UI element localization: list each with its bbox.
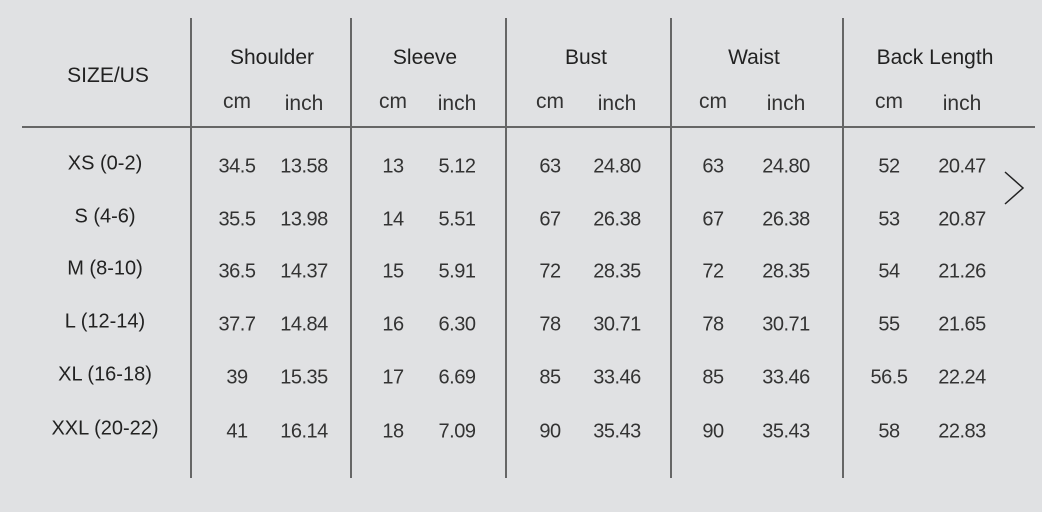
column-header-sleeve: Sleeve: [392, 46, 458, 69]
column-header-shoulder: Shoulder: [229, 46, 315, 69]
table-cell-bust-cm: 72: [539, 260, 561, 283]
table-cell-bust-inch: 28.35: [593, 260, 641, 283]
table-cell-back-length-cm: 54: [878, 260, 900, 283]
table-cell-shoulder-inch: 14.84: [280, 313, 328, 336]
unit-inch: inch: [597, 92, 637, 115]
table-cell-waist-cm: 78: [702, 313, 724, 336]
unit-cm: cm: [875, 90, 903, 113]
table-cell-waist-cm: 67: [702, 208, 724, 231]
table-cell-back-length-cm: 53: [878, 208, 900, 231]
unit-cm: cm: [379, 90, 407, 113]
table-cell-bust-inch: 26.38: [593, 208, 641, 231]
table-cell-sleeve-cm: 15: [382, 260, 404, 283]
table-cell-back-length-inch: 22.83: [938, 420, 986, 443]
table-cell-sleeve-inch: 5.91: [438, 260, 476, 283]
column-header-waist: Waist: [728, 46, 780, 69]
table-cell-bust-inch: 35.43: [593, 420, 641, 443]
unit-inch: inch: [942, 92, 982, 115]
table-cell-waist-inch: 33.46: [762, 366, 810, 389]
size-label: L (12-14): [64, 310, 146, 333]
unit-inch: inch: [437, 92, 477, 115]
unit-cm: cm: [699, 90, 727, 113]
table-cell-shoulder-cm: 39: [226, 366, 248, 389]
column-divider: [505, 18, 507, 478]
column-header-back-length: Back Length: [876, 46, 994, 69]
table-cell-shoulder-cm: 37.7: [218, 313, 256, 336]
table-cell-bust-cm: 67: [539, 208, 561, 231]
table-cell-bust-cm: 90: [539, 420, 561, 443]
table-cell-back-length-cm: 55: [878, 313, 900, 336]
table-cell-shoulder-cm: 36.5: [218, 260, 256, 283]
table-cell-back-length-inch: 21.65: [938, 313, 986, 336]
table-cell-back-length-inch: 20.47: [938, 155, 986, 178]
size-header: SIZE/US: [67, 64, 149, 87]
table-cell-sleeve-inch: 5.12: [438, 155, 476, 178]
table-cell-sleeve-inch: 6.69: [438, 366, 476, 389]
table-cell-back-length-cm: 58: [878, 420, 900, 443]
column-divider: [190, 18, 192, 478]
size-label: XL (16-18): [58, 363, 152, 386]
table-cell-bust-cm: 63: [539, 155, 561, 178]
table-cell-shoulder-inch: 14.37: [280, 260, 328, 283]
table-cell-bust-inch: 24.80: [593, 155, 641, 178]
column-divider: [670, 18, 672, 478]
column-header-bust: Bust: [564, 46, 608, 69]
table-cell-sleeve-cm: 17: [382, 366, 404, 389]
unit-inch: inch: [284, 92, 324, 115]
table-cell-back-length-inch: 22.24: [938, 366, 986, 389]
table-cell-shoulder-cm: 34.5: [218, 155, 256, 178]
size-label: XXL (20-22): [51, 417, 159, 440]
unit-inch: inch: [766, 92, 806, 115]
column-divider: [350, 18, 352, 478]
table-cell-waist-cm: 85: [702, 366, 724, 389]
table-cell-back-length-cm: 56.5: [870, 366, 908, 389]
table-cell-waist-inch: 24.80: [762, 155, 810, 178]
table-cell-sleeve-cm: 16: [382, 313, 404, 336]
table-cell-sleeve-inch: 6.30: [438, 313, 476, 336]
unit-cm: cm: [223, 90, 251, 113]
table-cell-waist-inch: 28.35: [762, 260, 810, 283]
size-label: XS (0-2): [67, 152, 143, 175]
header-divider: [22, 126, 1035, 128]
table-cell-waist-inch: 26.38: [762, 208, 810, 231]
table-cell-waist-cm: 90: [702, 420, 724, 443]
table-cell-sleeve-inch: 5.51: [438, 208, 476, 231]
table-cell-bust-cm: 85: [539, 366, 561, 389]
unit-cm: cm: [536, 90, 564, 113]
table-cell-back-length-cm: 52: [878, 155, 900, 178]
table-cell-sleeve-inch: 7.09: [438, 420, 476, 443]
table-cell-shoulder-inch: 16.14: [280, 420, 328, 443]
table-cell-waist-cm: 63: [702, 155, 724, 178]
table-cell-waist-inch: 35.43: [762, 420, 810, 443]
table-cell-bust-inch: 33.46: [593, 366, 641, 389]
size-label: M (8-10): [67, 257, 143, 280]
table-cell-waist-inch: 30.71: [762, 313, 810, 336]
table-cell-bust-cm: 78: [539, 313, 561, 336]
column-divider: [842, 18, 844, 478]
table-cell-sleeve-cm: 13: [382, 155, 404, 178]
table-cell-back-length-inch: 21.26: [938, 260, 986, 283]
size-label: S (4-6): [74, 205, 136, 228]
table-cell-shoulder-inch: 13.98: [280, 208, 328, 231]
table-cell-shoulder-cm: 41: [226, 420, 248, 443]
table-cell-shoulder-inch: 13.58: [280, 155, 328, 178]
chevron-right-icon[interactable]: [1003, 170, 1025, 206]
table-cell-sleeve-cm: 14: [382, 208, 404, 231]
table-cell-back-length-inch: 20.87: [938, 208, 986, 231]
table-cell-shoulder-cm: 35.5: [218, 208, 256, 231]
table-cell-shoulder-inch: 15.35: [280, 366, 328, 389]
table-cell-sleeve-cm: 18: [382, 420, 404, 443]
table-cell-waist-cm: 72: [702, 260, 724, 283]
table-cell-bust-inch: 30.71: [593, 313, 641, 336]
